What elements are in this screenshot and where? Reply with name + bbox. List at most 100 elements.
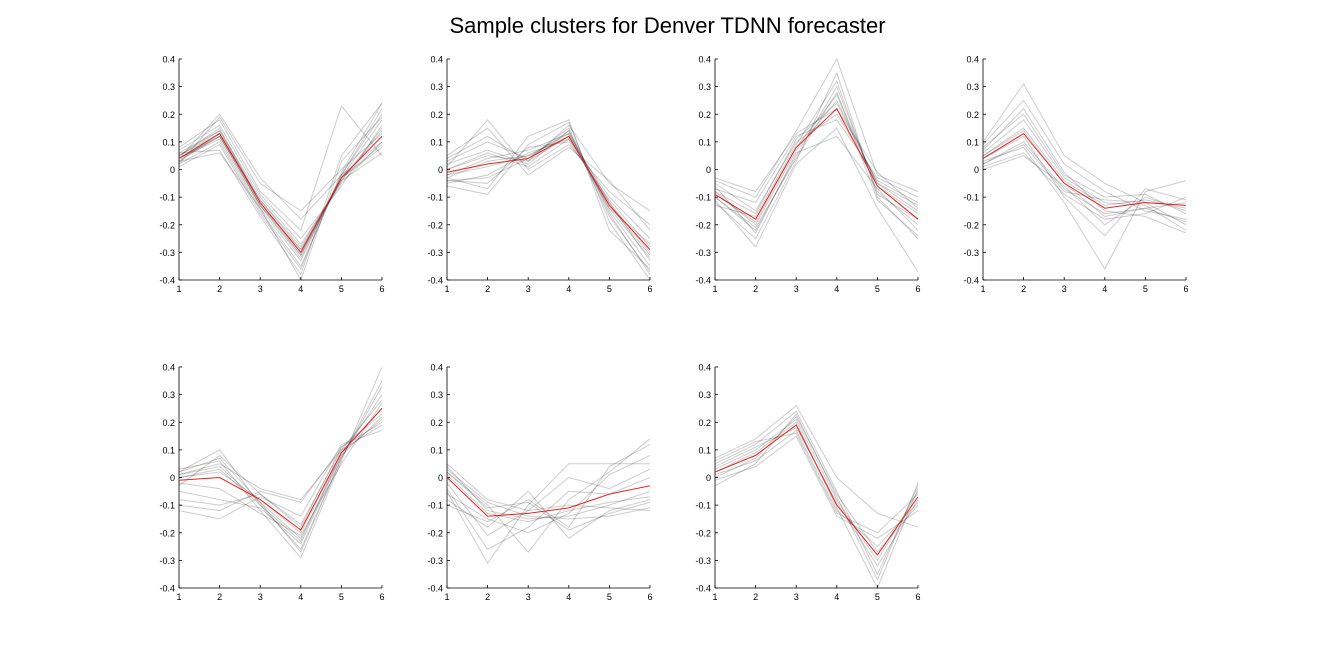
x-tick-label: 4 bbox=[298, 284, 303, 294]
y-tick-label: -0.2 bbox=[427, 220, 443, 230]
member-series-line bbox=[447, 138, 650, 239]
member-series-line bbox=[447, 463, 650, 512]
y-tick-label: 0 bbox=[706, 473, 711, 483]
x-tick-label: 4 bbox=[834, 592, 839, 602]
y-tick-label: -0.3 bbox=[427, 556, 443, 566]
centroid-series-line bbox=[983, 132, 1186, 209]
member-series-line bbox=[715, 99, 918, 226]
x-tick-label: 2 bbox=[485, 284, 490, 294]
y-tick-label: 0 bbox=[974, 165, 979, 175]
cluster-panel-3: 0.4 0.3 0.2 0.1 0 -0.1 -0.2 -0.3 -0.41 2 3 4 5 6 bbox=[695, 55, 920, 295]
y-tick-label: 0.4 bbox=[162, 363, 175, 373]
member-series-line bbox=[447, 141, 650, 248]
member-series-line bbox=[179, 419, 382, 542]
member-series-line bbox=[715, 127, 918, 272]
member-series-line bbox=[179, 135, 382, 248]
y-tick-label: -0.4 bbox=[427, 276, 443, 286]
member-series-line bbox=[983, 130, 1186, 223]
member-series-line bbox=[179, 130, 382, 257]
x-tick-label: 3 bbox=[258, 592, 263, 602]
member-series-line bbox=[715, 427, 918, 567]
y-tick-label: 0.4 bbox=[430, 55, 443, 65]
y-tick-label: -0.4 bbox=[695, 276, 711, 286]
member-series-line bbox=[715, 108, 918, 209]
y-tick-label: 0.1 bbox=[698, 445, 711, 455]
x-tick-label: 5 bbox=[1143, 284, 1148, 294]
member-series-line bbox=[447, 130, 650, 272]
centroid-series-line bbox=[179, 408, 382, 531]
x-tick-label: 6 bbox=[915, 592, 920, 602]
member-series-line bbox=[715, 435, 918, 539]
x-tick-label: 4 bbox=[834, 284, 839, 294]
x-tick-label: 1 bbox=[444, 284, 449, 294]
x-tick-label: 3 bbox=[794, 592, 799, 602]
member-series-line bbox=[983, 135, 1186, 237]
y-tick-label: 0 bbox=[170, 473, 175, 483]
series-group bbox=[447, 119, 650, 280]
cluster-panel-6: 0.4 0.3 0.2 0.1 0 -0.1 -0.2 -0.3 -0.41 2 3 4 5 6 bbox=[427, 363, 652, 603]
member-series-line bbox=[715, 91, 918, 237]
y-tick-label: -0.4 bbox=[427, 584, 443, 594]
y-tick-label: 0.2 bbox=[430, 418, 443, 428]
member-series-line bbox=[179, 408, 382, 534]
member-series-line bbox=[983, 155, 1186, 226]
centroid-series-line bbox=[179, 132, 382, 254]
cluster-panel-2: 0.4 0.3 0.2 0.1 0 -0.1 -0.2 -0.3 -0.41 2 3 4 5 6 bbox=[427, 55, 652, 295]
cluster-panel-4: 0.4 0.3 0.2 0.1 0 -0.1 -0.2 -0.3 -0.41 2 3 4 5 6 bbox=[963, 55, 1188, 295]
member-series-line bbox=[715, 410, 918, 576]
member-series-line bbox=[179, 104, 382, 232]
member-series-line bbox=[715, 421, 918, 588]
y-tick-label: 0.2 bbox=[698, 418, 711, 428]
member-series-line bbox=[715, 404, 918, 528]
member-series-line bbox=[179, 416, 382, 540]
x-tick-label: 5 bbox=[875, 284, 880, 294]
y-tick-label: 0 bbox=[438, 165, 443, 175]
x-tick-label: 4 bbox=[566, 592, 571, 602]
centroid-series-line bbox=[447, 477, 650, 517]
y-tick-label: -0.1 bbox=[695, 501, 711, 511]
x-tick-label: 6 bbox=[379, 592, 384, 602]
x-tick-label: 2 bbox=[1021, 284, 1026, 294]
series-group bbox=[447, 438, 650, 565]
x-tick-label: 1 bbox=[176, 284, 181, 294]
member-series-line bbox=[447, 135, 650, 256]
x-tick-label: 5 bbox=[607, 592, 612, 602]
member-series-line bbox=[179, 430, 382, 520]
x-tick-label: 1 bbox=[712, 284, 717, 294]
series-group bbox=[179, 102, 382, 280]
y-tick-label: -0.1 bbox=[963, 193, 979, 203]
member-series-line bbox=[179, 399, 382, 526]
x-tick-label: 3 bbox=[526, 592, 531, 602]
x-tick-label: 2 bbox=[217, 284, 222, 294]
y-tick-label: -0.3 bbox=[695, 556, 711, 566]
y-tick-label: 0.4 bbox=[162, 55, 175, 65]
y-tick-label: 0.4 bbox=[966, 55, 979, 65]
member-series-line bbox=[447, 466, 650, 520]
member-series-line bbox=[447, 132, 650, 253]
x-tick-label: 5 bbox=[607, 284, 612, 294]
y-tick-label: 0.1 bbox=[430, 445, 443, 455]
x-tick-label: 1 bbox=[176, 592, 181, 602]
centroid-series-line bbox=[447, 135, 650, 250]
member-series-line bbox=[179, 130, 382, 245]
member-series-line bbox=[179, 394, 382, 545]
y-tick-label: -0.4 bbox=[963, 276, 979, 286]
x-tick-label: 3 bbox=[526, 284, 531, 294]
member-series-line bbox=[983, 152, 1186, 220]
x-tick-label: 6 bbox=[647, 284, 652, 294]
cluster-panel-5: 0.4 0.3 0.2 0.1 0 -0.1 -0.2 -0.3 -0.41 2 3 4 5 6 bbox=[159, 363, 384, 603]
member-series-line bbox=[179, 113, 382, 220]
member-series-line bbox=[179, 124, 382, 240]
y-tick-label: 0.2 bbox=[162, 110, 175, 120]
member-series-line bbox=[715, 135, 918, 234]
x-tick-label: 5 bbox=[339, 284, 344, 294]
y-tick-label: 0.3 bbox=[698, 390, 711, 400]
member-series-line bbox=[447, 468, 650, 537]
member-series-line bbox=[447, 468, 650, 520]
member-series-line bbox=[179, 402, 382, 537]
x-tick-label: 3 bbox=[258, 284, 263, 294]
member-series-line bbox=[179, 119, 382, 257]
member-series-line bbox=[179, 113, 382, 262]
cluster-panel-7: 0.4 0.3 0.2 0.1 0 -0.1 -0.2 -0.3 -0.41 2 3 4 5 6 bbox=[695, 363, 920, 603]
